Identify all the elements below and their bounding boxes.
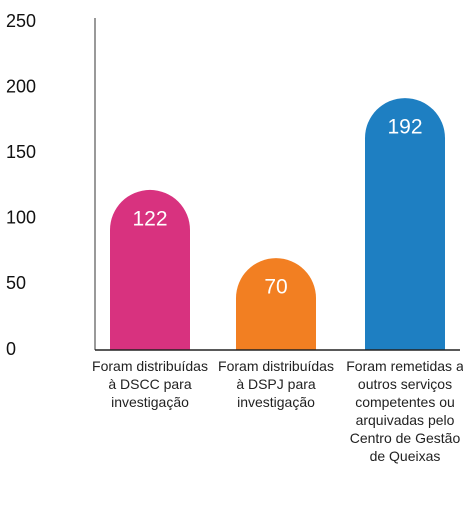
y-tick-label: 200 (6, 76, 36, 96)
value-label: 122 (132, 207, 167, 230)
bar (236, 258, 316, 350)
y-tick-label: 250 (6, 11, 36, 31)
value-label: 192 (387, 116, 422, 139)
bar (365, 98, 445, 350)
x-tick-label: Foram remetidas a outros serviços compet… (346, 358, 463, 464)
bar (110, 189, 190, 350)
y-tick-label: 50 (6, 273, 26, 293)
y-tick-label: 100 (6, 208, 36, 228)
value-label: 70 (264, 276, 287, 299)
y-tick-label: 150 (6, 142, 36, 162)
y-tick-label: 0 (6, 339, 16, 359)
x-tick-label: Foram distribuídas à DSCC para investiga… (92, 358, 208, 410)
x-tick-label: Foram distribuídas à DSPJ para investiga… (218, 358, 334, 410)
